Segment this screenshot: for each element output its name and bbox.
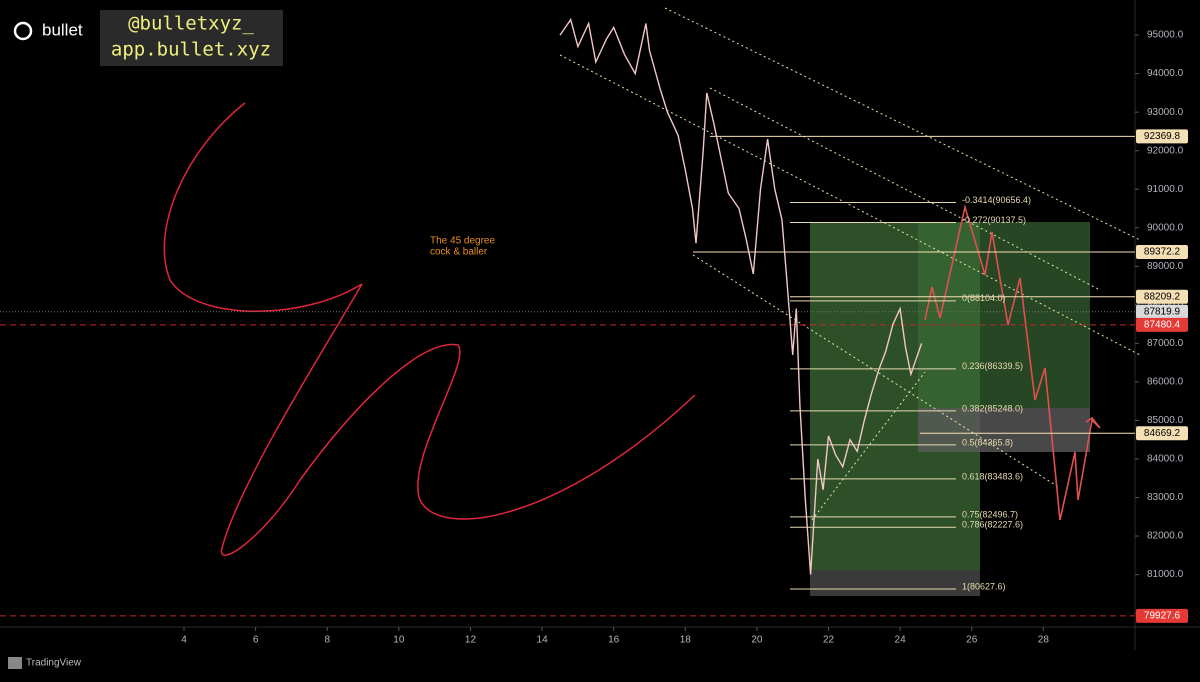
- price-label: 89372.2: [1144, 247, 1181, 258]
- fib-label: 0.5(84365.8): [962, 437, 1013, 447]
- fib-label: 0.236(86339.5): [962, 361, 1023, 371]
- price-label: 92369.8: [1144, 131, 1181, 142]
- x-tick-label: 28: [1038, 635, 1050, 646]
- y-tick-label: 81000.0: [1147, 569, 1184, 580]
- tv-logo: [8, 657, 22, 669]
- logo-text: bullet: [42, 20, 83, 39]
- footer: TradingView: [26, 658, 82, 669]
- x-tick-label: 18: [680, 635, 692, 646]
- x-tick-label: 22: [823, 635, 835, 646]
- price-line: [559, 18, 923, 575]
- projection-path: [924, 203, 1101, 521]
- annotation: cock & baller: [430, 247, 488, 258]
- y-tick-label: 94000.0: [1147, 68, 1184, 79]
- freehand-drawing: [163, 102, 696, 556]
- y-tick-label: 82000.0: [1147, 531, 1184, 542]
- price-label-box: [1136, 129, 1188, 144]
- x-tick-label: 16: [608, 635, 620, 646]
- y-tick-label: 85000.0: [1147, 415, 1184, 426]
- x-tick-label: 10: [393, 635, 405, 646]
- x-tick-label: 14: [537, 635, 549, 646]
- fib-label: 1(80627.6): [962, 581, 1006, 591]
- trend-channel: [559, 7, 1141, 521]
- x-tick-label: 26: [966, 635, 978, 646]
- y-tick-label: 92000.0: [1147, 145, 1184, 156]
- price-label: 79927.6: [1144, 611, 1181, 622]
- x-tick-label: 8: [324, 635, 330, 646]
- site: app.bullet.xyz: [111, 39, 271, 61]
- fib-label: -0.272(90137.5): [962, 215, 1026, 225]
- x-tick-label: 6: [253, 635, 259, 646]
- logo-icon: [13, 21, 33, 41]
- y-tick-label: 86000.0: [1147, 377, 1184, 388]
- fib-label: 0.618(83483.6): [962, 471, 1023, 481]
- handle-box: [100, 10, 283, 66]
- x-tick-label: 20: [751, 635, 763, 646]
- handle: @bulletxyz_: [128, 13, 254, 35]
- target-box: [918, 222, 1090, 408]
- price-label-box: [1136, 426, 1188, 441]
- y-tick-label: 93000.0: [1147, 107, 1184, 118]
- x-tick-label: 4: [181, 635, 187, 646]
- x-tick-label: 24: [895, 635, 907, 646]
- price-label: 87819.9: [1144, 306, 1181, 317]
- price-label-box: [1136, 608, 1188, 623]
- annotation: The 45 degree: [430, 236, 495, 247]
- stop-box: [810, 570, 980, 596]
- price-label: 87480.4: [1144, 319, 1181, 330]
- fib-label: 0.75(82496.7): [962, 509, 1018, 519]
- fib-label: 0.382(85248.0): [962, 403, 1023, 413]
- price-label: 84669.2: [1144, 428, 1181, 439]
- y-tick-label: 83000.0: [1147, 492, 1184, 503]
- y-tick-label: 84000.0: [1147, 454, 1184, 465]
- price-label-box: [1136, 289, 1188, 304]
- logo-box: [8, 14, 96, 48]
- price-label-box: [1136, 317, 1188, 332]
- y-tick-label: 90000.0: [1147, 222, 1184, 233]
- y-tick-label: 89000.0: [1147, 261, 1184, 272]
- y-tick-label: 95000.0: [1147, 30, 1184, 41]
- fib-label: 0(88104.0): [962, 293, 1006, 303]
- y-tick-label: 87000.0: [1147, 338, 1184, 349]
- y-tick-label: 91000.0: [1147, 184, 1184, 195]
- price-label-box: [1136, 304, 1188, 319]
- x-tick-label: 12: [465, 635, 477, 646]
- fib-label: 0.786(82227.6): [962, 520, 1023, 530]
- price-label: 88209.2: [1144, 291, 1181, 302]
- price-label-box: [1136, 244, 1188, 259]
- fib-label: -0.3414(90656.4): [962, 195, 1031, 205]
